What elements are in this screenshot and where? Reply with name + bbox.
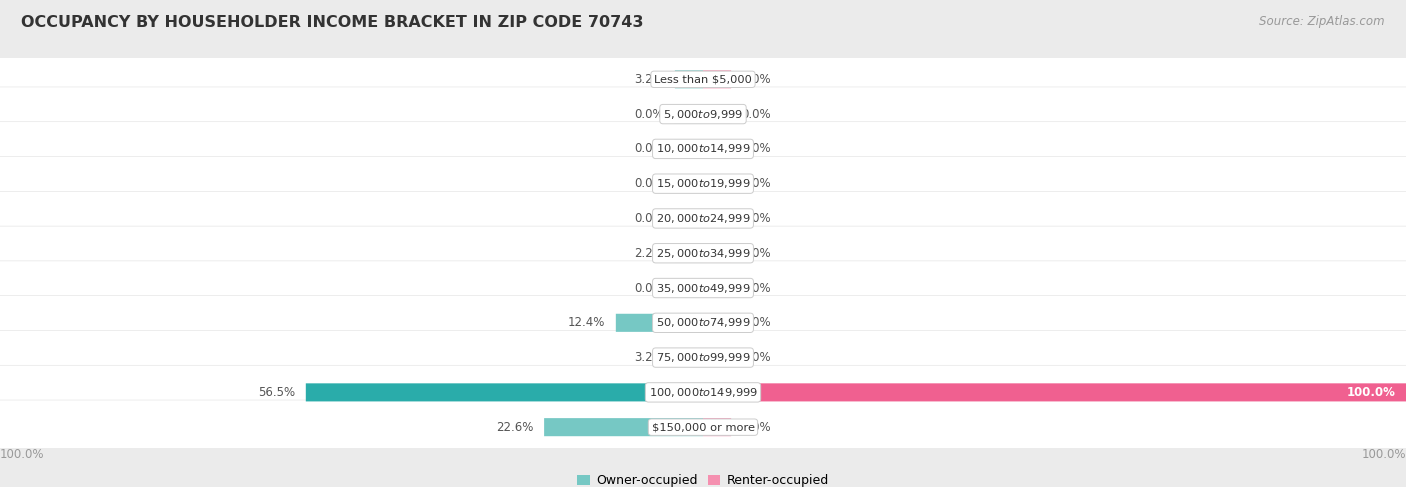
FancyBboxPatch shape <box>544 418 703 436</box>
Text: $15,000 to $19,999: $15,000 to $19,999 <box>655 177 751 190</box>
FancyBboxPatch shape <box>0 331 1406 385</box>
Text: 0.0%: 0.0% <box>742 73 772 86</box>
Text: $150,000 or more: $150,000 or more <box>651 422 755 432</box>
FancyBboxPatch shape <box>616 314 703 332</box>
FancyBboxPatch shape <box>703 279 731 297</box>
Text: 12.4%: 12.4% <box>568 317 606 329</box>
FancyBboxPatch shape <box>0 365 1406 419</box>
FancyBboxPatch shape <box>703 383 1406 401</box>
Text: $35,000 to $49,999: $35,000 to $49,999 <box>655 281 751 295</box>
Text: $10,000 to $14,999: $10,000 to $14,999 <box>655 142 751 155</box>
FancyBboxPatch shape <box>0 122 1406 176</box>
Text: $25,000 to $34,999: $25,000 to $34,999 <box>655 247 751 260</box>
FancyBboxPatch shape <box>703 418 731 436</box>
FancyBboxPatch shape <box>0 261 1406 315</box>
Legend: Owner-occupied, Renter-occupied: Owner-occupied, Renter-occupied <box>572 469 834 487</box>
Text: Less than $5,000: Less than $5,000 <box>654 75 752 84</box>
Text: 0.0%: 0.0% <box>634 212 665 225</box>
Text: 0.0%: 0.0% <box>634 142 665 155</box>
FancyBboxPatch shape <box>0 296 1406 350</box>
Text: 0.0%: 0.0% <box>742 212 772 225</box>
FancyBboxPatch shape <box>675 175 703 193</box>
Text: 0.0%: 0.0% <box>742 108 772 121</box>
Text: $20,000 to $24,999: $20,000 to $24,999 <box>655 212 751 225</box>
Text: 100.0%: 100.0% <box>1361 448 1406 461</box>
Text: Source: ZipAtlas.com: Source: ZipAtlas.com <box>1260 15 1385 28</box>
Text: 0.0%: 0.0% <box>634 281 665 295</box>
FancyBboxPatch shape <box>703 140 731 158</box>
Text: 100.0%: 100.0% <box>1347 386 1395 399</box>
Text: 0.0%: 0.0% <box>634 108 665 121</box>
FancyBboxPatch shape <box>0 156 1406 211</box>
FancyBboxPatch shape <box>0 226 1406 281</box>
FancyBboxPatch shape <box>703 105 731 123</box>
FancyBboxPatch shape <box>703 209 731 227</box>
Text: 100.0%: 100.0% <box>0 448 45 461</box>
FancyBboxPatch shape <box>675 244 703 262</box>
FancyBboxPatch shape <box>703 175 731 193</box>
FancyBboxPatch shape <box>0 156 1406 211</box>
Text: $100,000 to $149,999: $100,000 to $149,999 <box>648 386 758 399</box>
FancyBboxPatch shape <box>675 209 703 227</box>
FancyBboxPatch shape <box>703 314 731 332</box>
Text: $75,000 to $99,999: $75,000 to $99,999 <box>655 351 751 364</box>
Text: 0.0%: 0.0% <box>742 177 772 190</box>
FancyBboxPatch shape <box>0 331 1406 385</box>
FancyBboxPatch shape <box>0 400 1406 454</box>
Text: 22.6%: 22.6% <box>496 421 534 433</box>
Text: $50,000 to $74,999: $50,000 to $74,999 <box>655 317 751 329</box>
FancyBboxPatch shape <box>0 296 1406 350</box>
FancyBboxPatch shape <box>0 261 1406 315</box>
Text: 0.0%: 0.0% <box>742 281 772 295</box>
Text: 0.0%: 0.0% <box>742 247 772 260</box>
FancyBboxPatch shape <box>703 349 731 367</box>
FancyBboxPatch shape <box>0 191 1406 245</box>
FancyBboxPatch shape <box>675 70 703 88</box>
FancyBboxPatch shape <box>0 226 1406 281</box>
Text: 0.0%: 0.0% <box>742 317 772 329</box>
Text: 0.0%: 0.0% <box>742 351 772 364</box>
FancyBboxPatch shape <box>675 349 703 367</box>
FancyBboxPatch shape <box>703 244 731 262</box>
Text: 2.2%: 2.2% <box>634 247 665 260</box>
FancyBboxPatch shape <box>0 52 1406 107</box>
FancyBboxPatch shape <box>0 52 1406 107</box>
Text: 0.0%: 0.0% <box>634 177 665 190</box>
FancyBboxPatch shape <box>307 383 703 401</box>
Text: 3.2%: 3.2% <box>634 351 665 364</box>
Text: 0.0%: 0.0% <box>742 421 772 433</box>
Text: OCCUPANCY BY HOUSEHOLDER INCOME BRACKET IN ZIP CODE 70743: OCCUPANCY BY HOUSEHOLDER INCOME BRACKET … <box>21 15 644 30</box>
FancyBboxPatch shape <box>0 122 1406 176</box>
FancyBboxPatch shape <box>0 365 1406 419</box>
Text: $5,000 to $9,999: $5,000 to $9,999 <box>664 108 742 121</box>
Text: 0.0%: 0.0% <box>742 142 772 155</box>
Text: 56.5%: 56.5% <box>259 386 295 399</box>
FancyBboxPatch shape <box>0 87 1406 141</box>
FancyBboxPatch shape <box>0 191 1406 245</box>
FancyBboxPatch shape <box>703 70 731 88</box>
FancyBboxPatch shape <box>675 140 703 158</box>
FancyBboxPatch shape <box>675 105 703 123</box>
FancyBboxPatch shape <box>675 279 703 297</box>
FancyBboxPatch shape <box>0 87 1406 141</box>
FancyBboxPatch shape <box>0 400 1406 454</box>
Text: 3.2%: 3.2% <box>634 73 665 86</box>
